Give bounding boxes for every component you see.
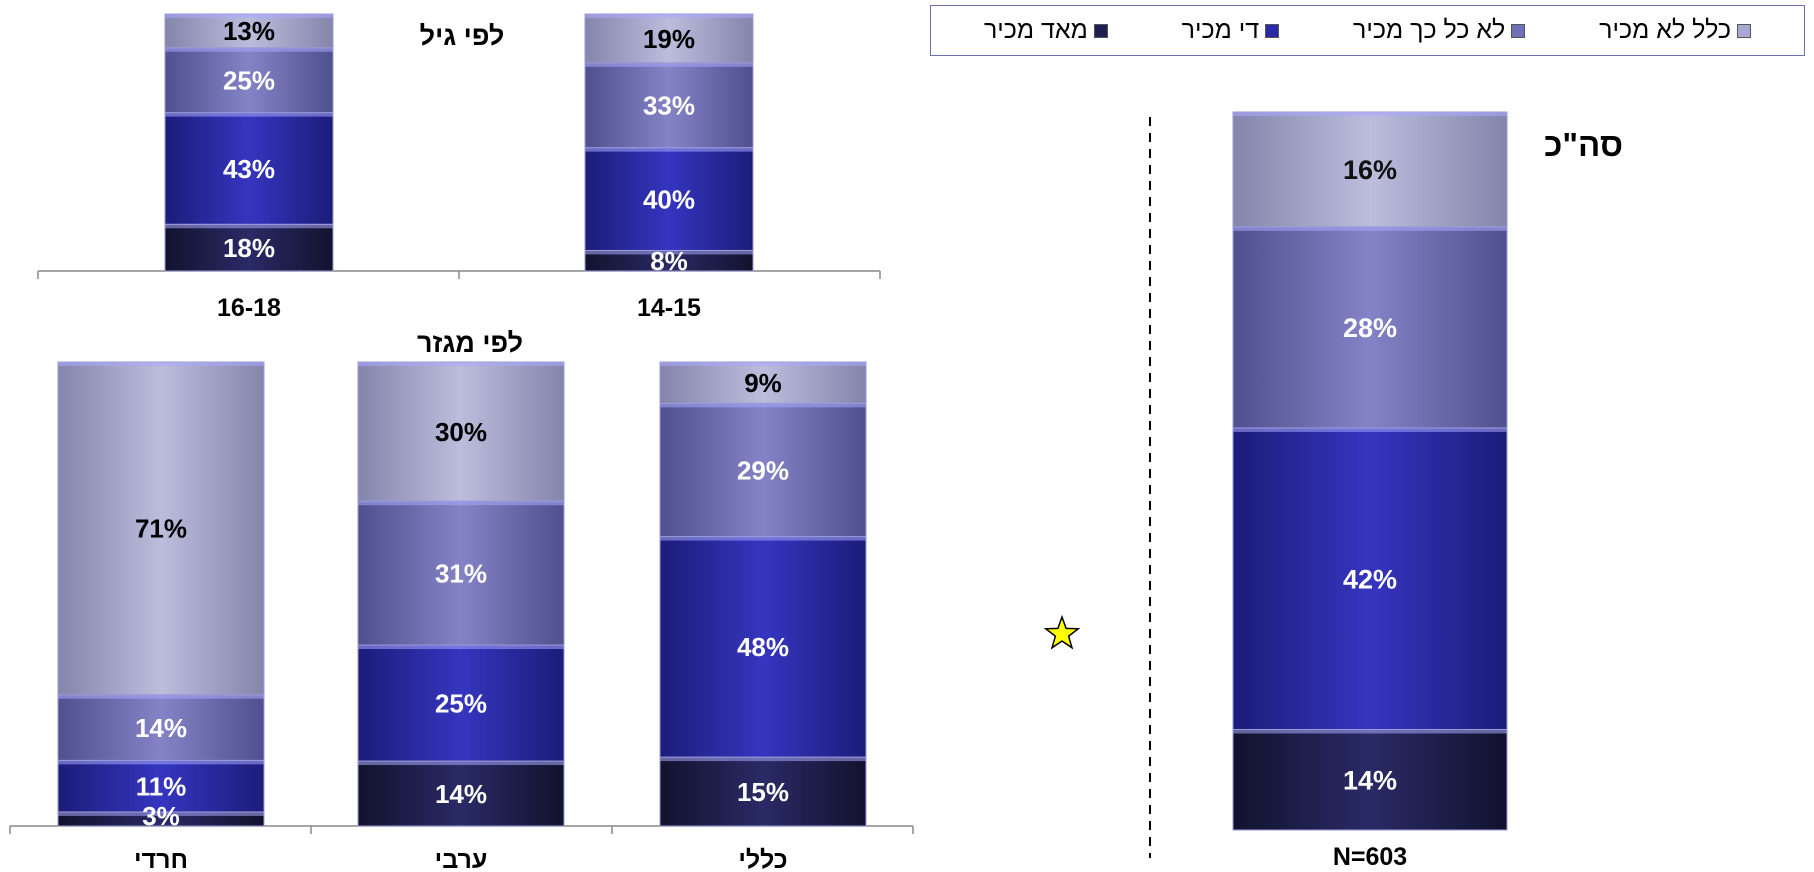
data-label: 28% [1343, 313, 1397, 343]
bar-segment [357, 500, 565, 646]
bar-segment-highlight [165, 224, 333, 229]
bar-segment-highlight [58, 362, 264, 366]
bar-segment [1232, 111, 1508, 228]
bar-segment [164, 223, 334, 272]
data-label: 9% [744, 368, 782, 398]
bar-segment [659, 536, 867, 758]
data-label: 43% [223, 154, 275, 184]
data-label: 33% [643, 91, 695, 121]
bar-segment-highlight [1233, 112, 1507, 116]
legend-item: לא כל כך מכיר [1353, 16, 1526, 45]
total-title: סה"כ [1544, 126, 1623, 163]
bar-segment-highlight [660, 403, 866, 408]
category-label: 16-18 [217, 294, 281, 322]
data-label: 18% [223, 233, 275, 263]
category-label: חרדי [134, 846, 188, 872]
data-label: 8% [650, 246, 688, 276]
legend-item: די מכיר [1181, 16, 1280, 45]
bar-segment-highlight [585, 147, 753, 152]
bar-segment [1232, 427, 1508, 730]
bar-segment [1232, 226, 1508, 429]
bar-segment-highlight [585, 62, 753, 67]
data-label: 16% [1343, 155, 1397, 185]
data-label: 31% [435, 558, 487, 588]
bar-segment-highlight [358, 362, 564, 366]
bar-segment-highlight [660, 362, 866, 366]
legend-label: די מכיר [1181, 16, 1260, 44]
data-label: 30% [435, 417, 487, 447]
bar-segment [57, 759, 265, 813]
category-label: כללי [738, 846, 787, 872]
bar-segment [164, 112, 334, 225]
bar-segment [584, 62, 754, 149]
legend-swatch-icon [1511, 23, 1526, 38]
legend-item: מאד מכיר [984, 16, 1108, 45]
category-label: ערבי [435, 846, 488, 872]
legend-label: כלל לא מכיר [1599, 16, 1732, 44]
bar-segment-highlight [1233, 226, 1507, 231]
data-label: 40% [643, 184, 695, 214]
bar-segment-highlight [58, 811, 264, 816]
legend-swatch-icon [1737, 23, 1752, 38]
category-label: N=603 [1333, 843, 1407, 871]
bar-segment [659, 402, 867, 538]
data-label: 13% [223, 16, 275, 46]
bar-segment [57, 361, 265, 696]
data-label: 42% [1343, 564, 1397, 594]
bar-segment [357, 760, 565, 827]
data-label: 29% [737, 455, 789, 485]
bar-segment [57, 694, 265, 761]
bar-segment-highlight [660, 757, 866, 762]
data-label: 19% [643, 24, 695, 54]
bar-segment-highlight [58, 694, 264, 699]
bar-segment [357, 361, 565, 502]
bar-segment-highlight [585, 250, 753, 255]
bar-segment-highlight [1233, 427, 1507, 432]
data-label: 71% [135, 514, 187, 544]
bar-segment-highlight [660, 536, 866, 541]
data-label: 15% [737, 777, 789, 807]
data-label: 25% [435, 688, 487, 718]
bar-segment-highlight [165, 14, 333, 18]
data-label: 14% [1343, 765, 1397, 795]
legend-item: כלל לא מכיר [1599, 16, 1752, 45]
category-label: 14-15 [637, 294, 701, 322]
bar-segment-highlight [58, 760, 264, 765]
bar-segment-highlight [358, 645, 564, 650]
data-label: 25% [223, 66, 275, 96]
bar-segment-highlight [1233, 729, 1507, 734]
bar-segment [357, 644, 565, 762]
data-label: 14% [435, 779, 487, 809]
bar-segment [164, 13, 334, 49]
bar-segment-highlight [165, 112, 333, 117]
bar-segment-highlight [358, 761, 564, 766]
bar-segment-highlight [585, 14, 753, 18]
legend-swatch-icon [1265, 23, 1280, 38]
bar-segment [659, 756, 867, 827]
data-label: 3% [142, 801, 180, 831]
legend-label: לא כל כך מכיר [1353, 16, 1506, 44]
bar-segment [584, 13, 754, 64]
age-title: לפי גיל [420, 21, 505, 51]
data-label: 14% [135, 713, 187, 743]
legend-label: מאד מכיר [983, 16, 1088, 44]
bar-segment [1232, 728, 1508, 831]
data-label: 48% [737, 632, 789, 662]
sector-title: לפי מגזר [417, 328, 523, 358]
bar-segment-highlight [358, 501, 564, 506]
bar-segment [584, 147, 754, 251]
legend-swatch-icon [1093, 23, 1108, 38]
legend: כלל לא מכיר לא כל כך מכיר די מכיר מאד מכ… [930, 5, 1805, 56]
star-icon [1043, 614, 1081, 650]
bar-segment-highlight [165, 47, 333, 52]
data-label: 11% [136, 772, 187, 802]
